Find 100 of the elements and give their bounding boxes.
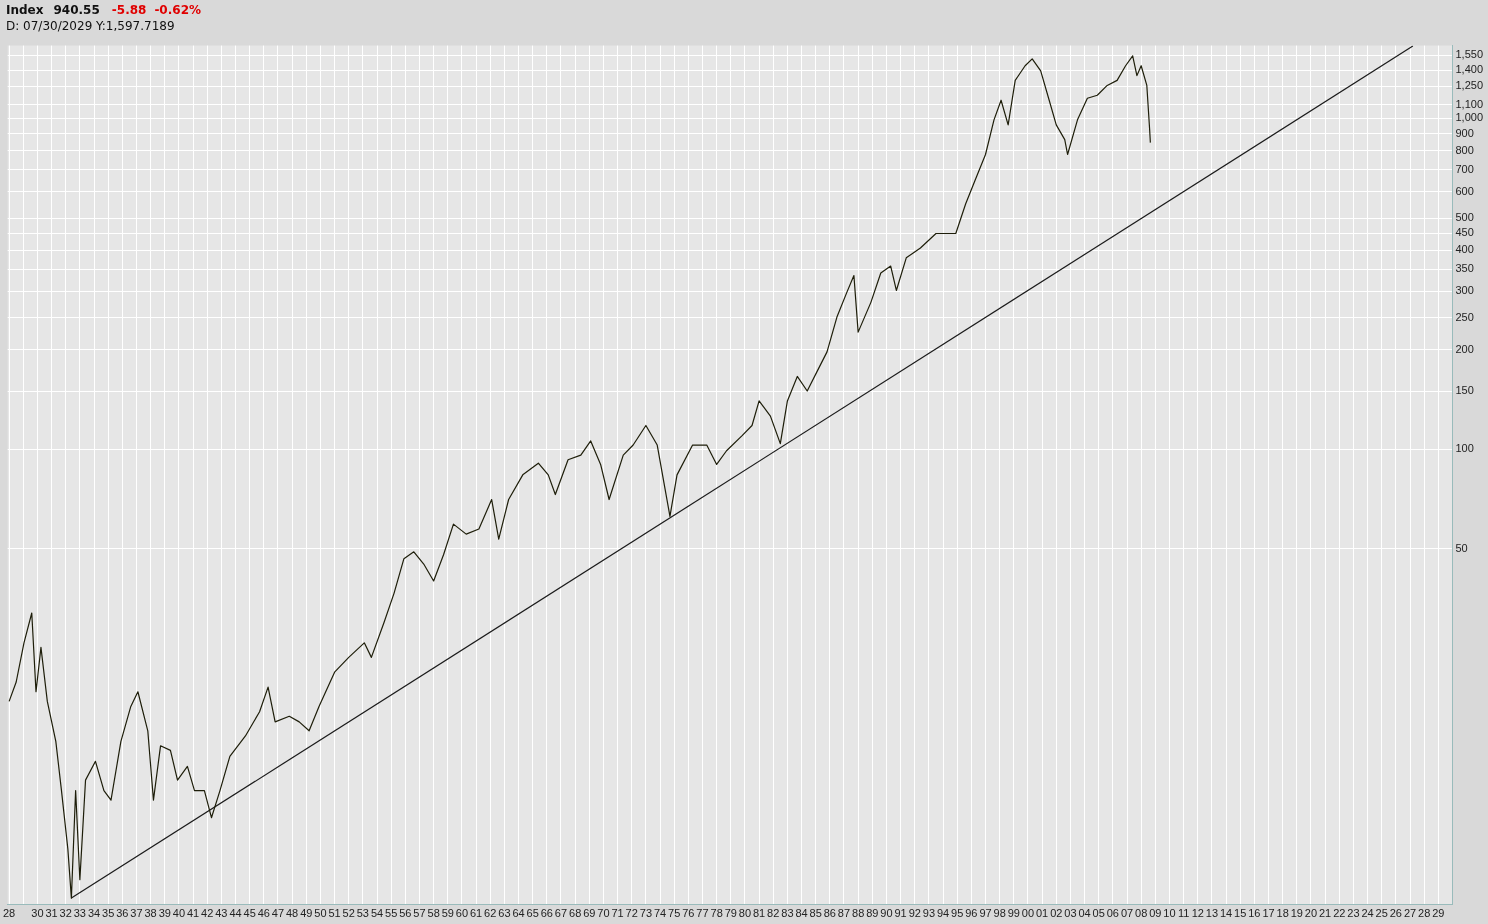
x-tick-label: 45 (243, 907, 256, 920)
x-tick-label: 29 (1432, 907, 1445, 920)
x-tick-label: 30 (31, 907, 44, 920)
x-tick-label: 55 (385, 907, 398, 920)
x-tick-label: 95 (951, 907, 964, 920)
x-tick-label: 50 (314, 907, 327, 920)
y-tick-label: 250 (1455, 310, 1474, 323)
x-tick-label: 01 (1035, 907, 1049, 920)
x-tick-label: 54 (370, 907, 384, 920)
x-tick-label: 38 (144, 907, 157, 920)
y-tick-label: 50 (1455, 541, 1468, 554)
y-tick-label: 400 (1455, 243, 1474, 256)
text: 940.55 (53, 3, 100, 17)
y-tick-label: 350 (1455, 262, 1474, 275)
x-tick-label: 66 (540, 907, 553, 920)
x-tick-label: 43 (215, 907, 228, 920)
x-tick-label: 26 (1389, 907, 1402, 920)
x-tick-label: 63 (498, 907, 511, 920)
x-tick-label: 28 (1418, 907, 1431, 920)
x-tick-label: 41 (186, 907, 200, 920)
x-tick-label: 10 (1163, 907, 1176, 920)
x-tick-label: 85 (809, 907, 822, 920)
x-tick-label: 52 (342, 907, 355, 920)
x-tick-label: 74 (653, 907, 667, 920)
x-tick-label: 53 (356, 907, 370, 920)
x-tick-label: 11 (1177, 907, 1190, 920)
x-tick-label: 61 (469, 907, 483, 920)
chart-title: Index (6, 3, 44, 17)
x-tick-label: 84 (795, 907, 808, 920)
x-tick-label: 34 (87, 907, 101, 920)
x-tick-label: 06 (1106, 907, 1119, 920)
x-tick-label: 08 (1135, 907, 1148, 920)
x-tick-label: 77 (696, 907, 709, 920)
x-tick-label: 91 (894, 907, 907, 920)
x-tick-label: 88 (852, 907, 865, 920)
x-tick-label: 40 (172, 907, 186, 920)
x-tick-label: 89 (866, 907, 879, 920)
x-tick-label: 49 (300, 907, 313, 920)
x-tick-label: 60 (455, 907, 469, 920)
x-tick-label: 97 (979, 907, 992, 920)
x-tick-label: 48 (286, 907, 299, 920)
x-tick-label: 94 (936, 907, 950, 920)
x-tick-label: 68 (569, 907, 582, 920)
y-tick-label: 1,000 (1455, 111, 1483, 124)
x-tick-label: 57 (413, 907, 426, 920)
y-tick-label: 200 (1455, 342, 1474, 355)
x-tick-label: 35 (102, 907, 115, 920)
x-tick-label: 82 (767, 907, 780, 920)
y-tick-label: 150 (1455, 384, 1474, 397)
y-tick-label: 500 (1455, 211, 1474, 224)
x-tick-label: 05 (1092, 907, 1105, 920)
x-tick-label: 00 (1021, 907, 1035, 920)
x-tick-label: 18 (1276, 907, 1289, 920)
x-tick-label: 39 (158, 907, 171, 920)
x-tick-label: 32 (59, 907, 72, 920)
x-tick-label: 51 (328, 907, 341, 920)
y-tick-label: 450 (1455, 226, 1474, 239)
x-tick-label: 15 (1234, 907, 1247, 920)
x-tick-label: 87 (837, 907, 851, 920)
x-tick-label: 09 (1149, 907, 1162, 920)
x-tick-label: 64 (512, 907, 525, 920)
x-tick-label: 36 (116, 907, 129, 920)
y-tick-label: 100 (1455, 442, 1474, 455)
text: -5.88 (111, 3, 147, 17)
x-tick-label: 23 (1347, 907, 1360, 920)
x-tick-label: 37 (130, 907, 143, 920)
x-tick-label: 56 (399, 907, 412, 920)
x-tick-label: 62 (484, 907, 497, 920)
x-tick-label: 07 (1120, 907, 1134, 920)
x-tick-label: 92 (908, 907, 921, 920)
x-tick-label: 27 (1403, 907, 1417, 920)
x-tick-label: 17 (1262, 907, 1275, 920)
text: D: 07/30/2029 Y:1,597.7189 (6, 19, 175, 33)
x-tick-label: 42 (201, 907, 214, 920)
x-tick-label: 99 (1007, 907, 1020, 920)
x-tick-label: 75 (668, 907, 681, 920)
x-tick-label: 72 (625, 907, 638, 920)
x-tick-label: 24 (1361, 907, 1374, 920)
x-tick-label: 58 (427, 907, 440, 920)
x-tick-label: 12 (1191, 907, 1204, 920)
x-tick-label: 03 (1064, 907, 1077, 920)
x-tick-label: 04 (1078, 907, 1091, 920)
y-tick-label: 1,550 (1455, 48, 1483, 61)
x-tick-label: 44 (229, 907, 242, 920)
x-tick-label: 31 (45, 907, 58, 920)
x-tick-label: 76 (682, 907, 695, 920)
y-tick-label: 600 (1455, 184, 1474, 197)
x-tick-label: 14 (1219, 907, 1233, 920)
x-tick-label: 70 (597, 907, 610, 920)
x-tick-label: 79 (724, 907, 737, 920)
x-tick-label: 65 (526, 907, 539, 920)
x-tick-label: 71 (611, 907, 624, 920)
x-tick-label: 16 (1248, 907, 1261, 920)
x-tick-label: 78 (710, 907, 723, 920)
x-tick-label: 02 (1050, 907, 1063, 920)
x-tick-label: 93 (922, 907, 936, 920)
y-tick-label: 1,100 (1455, 97, 1483, 110)
y-tick-label: 700 (1455, 162, 1474, 175)
x-tick-label: 59 (441, 907, 454, 920)
x-tick-label: 96 (965, 907, 978, 920)
